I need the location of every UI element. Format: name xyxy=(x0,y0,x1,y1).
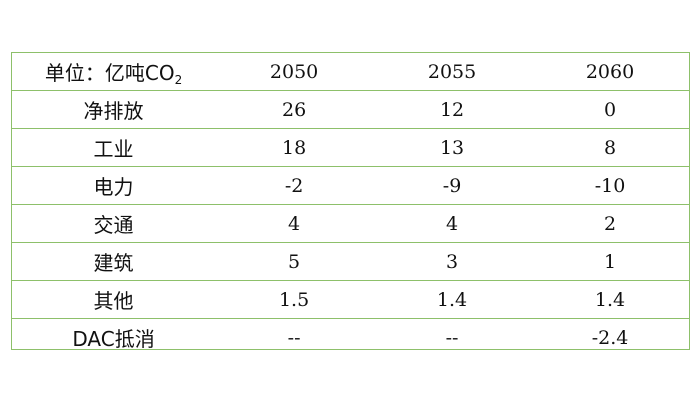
cell-value: 0 xyxy=(531,90,689,129)
cell-value: 3 xyxy=(373,242,532,281)
row-label: 工业 xyxy=(12,128,216,167)
unit-label: 单位：亿吨CO xyxy=(44,60,175,85)
year-header-2050: 2050 xyxy=(269,60,319,83)
cell-value: -2 xyxy=(215,166,374,205)
row-label: DAC抵消 xyxy=(12,318,216,356)
cell-value: -- xyxy=(215,318,374,356)
table-header-row: 单位：亿吨CO2 2050 2055 2060 xyxy=(12,53,689,91)
table-row-net-emissions: 净排放 26 12 0 xyxy=(12,90,689,129)
table-row-transport: 交通 4 4 2 xyxy=(12,204,689,243)
cell-value: 1.5 xyxy=(215,280,374,319)
cell-value: 5 xyxy=(215,242,374,281)
table-row-buildings: 建筑 5 3 1 xyxy=(12,242,689,281)
row-label: 电力 xyxy=(12,166,216,205)
row-label: 交通 xyxy=(12,204,216,243)
cell-value: 1.4 xyxy=(531,280,689,319)
row-label: 建筑 xyxy=(12,242,216,281)
cell-value: 1.4 xyxy=(373,280,532,319)
row-label: 净排放 xyxy=(12,90,216,129)
cell-value: 2 xyxy=(531,204,689,243)
cell-value: -10 xyxy=(531,166,689,205)
table-row-dac-offset: DAC抵消 -- -- -2.4 xyxy=(12,318,689,356)
table-row-other: 其他 1.5 1.4 1.4 xyxy=(12,280,689,319)
unit-header-cell: 单位：亿吨CO2 xyxy=(12,53,215,91)
cell-value: 8 xyxy=(531,128,689,167)
cell-value: 26 xyxy=(215,90,374,129)
cell-value: 4 xyxy=(373,204,532,243)
cell-value: -9 xyxy=(373,166,532,205)
cell-value: 12 xyxy=(373,90,532,129)
year-header-2055: 2055 xyxy=(427,60,477,83)
cell-value: 13 xyxy=(373,128,532,167)
year-header-2060: 2060 xyxy=(585,60,635,83)
row-label: 其他 xyxy=(12,280,216,319)
emissions-table: 单位：亿吨CO2 2050 2055 2060 净排放 26 12 0 工业 1… xyxy=(12,53,689,356)
cell-value: 18 xyxy=(215,128,374,167)
table-row-industry: 工业 18 13 8 xyxy=(12,128,689,167)
cell-value: 1 xyxy=(531,242,689,281)
cell-value: 4 xyxy=(215,204,374,243)
emissions-table-container: 单位：亿吨CO2 2050 2055 2060 净排放 26 12 0 工业 1… xyxy=(11,52,690,356)
table-row-power: 电力 -2 -9 -10 xyxy=(12,166,689,205)
co2-subscript: 2 xyxy=(174,72,183,87)
cell-value: -2.4 xyxy=(531,318,689,356)
cell-value: -- xyxy=(373,318,532,356)
